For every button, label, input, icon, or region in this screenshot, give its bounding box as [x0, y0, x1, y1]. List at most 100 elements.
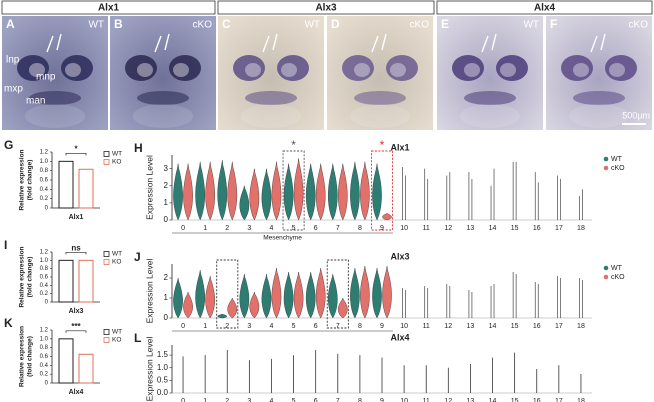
- significance-label: ns: [71, 243, 81, 252]
- pit-core: [281, 63, 297, 77]
- bar: [78, 168, 94, 209]
- pit-core: [354, 63, 370, 77]
- violin: [183, 163, 193, 221]
- y-tick-label: 1.2: [40, 250, 49, 256]
- arrow: [154, 35, 162, 53]
- legend-dot: [603, 156, 609, 162]
- y-tick-label: 0.5: [157, 375, 169, 384]
- panel-letter: G: [4, 138, 13, 152]
- violin: [327, 163, 338, 221]
- legend-dot: [603, 165, 609, 171]
- violin: [271, 267, 282, 319]
- highlight-box: [326, 259, 349, 329]
- y-tick-label: 0.6: [40, 354, 49, 360]
- x-tick-label: 9: [380, 225, 384, 232]
- y-tick-label: 1.0: [40, 258, 49, 264]
- x-tick-label: 0: [181, 225, 185, 232]
- x-tick-label: 9: [380, 323, 384, 330]
- pit-core: [573, 63, 589, 77]
- genotype-label: cKO: [629, 20, 649, 31]
- jaw: [241, 104, 301, 128]
- violin: [350, 267, 360, 319]
- y-tick-label: 1.0: [157, 363, 169, 372]
- y-tick-label: 1.2: [40, 328, 49, 334]
- header-box: [436, 0, 653, 15]
- bar: [78, 353, 94, 384]
- bar: [58, 160, 74, 209]
- legend-label: WT: [112, 329, 122, 336]
- mouth: [464, 91, 516, 105]
- x-tick-label: Alx3: [69, 308, 84, 315]
- anatomy-label: man: [26, 96, 45, 107]
- x-tick-label: 13: [467, 225, 475, 232]
- y-tick-label: 0.2: [40, 291, 49, 297]
- y-tick-label: 0.2: [40, 196, 49, 202]
- arrow: [491, 33, 497, 51]
- violin: [305, 271, 316, 319]
- violin: [227, 161, 238, 221]
- anatomy-label: mnp: [36, 72, 56, 83]
- x-tick-label: 4: [270, 225, 274, 232]
- panel-letter: K: [4, 316, 13, 330]
- x-tick-label: 0: [181, 323, 185, 330]
- y-tick-label: 2: [164, 273, 169, 282]
- panel-letter: H: [134, 141, 143, 155]
- panel-letter: J: [134, 250, 141, 264]
- header-label: Alx4: [534, 3, 556, 14]
- anatomy-label: lnp: [6, 55, 20, 66]
- panel-letter: C: [222, 17, 231, 31]
- arrow: [381, 33, 387, 51]
- chart-title: Alx1: [390, 142, 409, 152]
- panel-letter: E: [441, 17, 449, 31]
- violin: [293, 158, 304, 221]
- mouth: [245, 91, 297, 105]
- arrow: [262, 35, 270, 53]
- x-tick-label: 14: [489, 225, 497, 232]
- legend-swatch: [103, 329, 110, 335]
- y-axis-label: (fold change): [27, 336, 34, 377]
- x-tick-label: 15: [511, 323, 519, 330]
- arrow: [56, 33, 62, 51]
- jaw: [460, 104, 520, 128]
- panel-letter: L: [134, 331, 141, 345]
- legend-swatch: [103, 251, 110, 257]
- significance-label: *: [74, 144, 78, 153]
- arrow: [164, 33, 170, 51]
- violin: [173, 163, 183, 221]
- chart-title: Alx3: [390, 251, 409, 261]
- x-tick-label: 12: [444, 225, 452, 232]
- y-tick-label: 0.6: [40, 178, 49, 184]
- x-tick-label: 11: [423, 225, 430, 232]
- highlight-label: *: [380, 138, 385, 152]
- x-tick-label: 2: [225, 398, 229, 402]
- arrow: [600, 33, 606, 51]
- significance-bracket: [65, 152, 87, 156]
- violin: [283, 163, 294, 221]
- x-tick-label: 5: [292, 225, 296, 232]
- y-tick-label: 0.6: [40, 275, 49, 281]
- y-tick-label: 2: [164, 181, 169, 190]
- legend-label: cKO: [611, 274, 625, 281]
- x-tick-label: 2: [225, 323, 229, 330]
- x-tick-label: 17: [555, 398, 563, 402]
- x-tick-label: 7: [336, 398, 340, 402]
- x-tick-label: 6: [314, 398, 318, 402]
- legend-label: WT: [112, 151, 122, 158]
- genotype-label: WT: [304, 20, 320, 31]
- highlight-box: [370, 150, 394, 231]
- x-tick-label: 18: [577, 225, 585, 232]
- pit-core: [29, 63, 45, 77]
- significance-label: ***: [71, 322, 81, 331]
- y-axis-label: Relative expression: [19, 326, 26, 387]
- x-tick-label: 1: [203, 323, 207, 330]
- x-tick-label: 3: [247, 225, 251, 232]
- violin: [360, 161, 370, 221]
- legend-dot: [603, 274, 609, 280]
- x-tick-label: 7: [336, 323, 340, 330]
- x-tick-label: 0: [181, 398, 185, 402]
- y-tick-label: 0: [45, 381, 49, 387]
- pit-core: [609, 63, 625, 77]
- panel-letter: F: [550, 17, 557, 31]
- y-tick-label: 0: [45, 206, 49, 212]
